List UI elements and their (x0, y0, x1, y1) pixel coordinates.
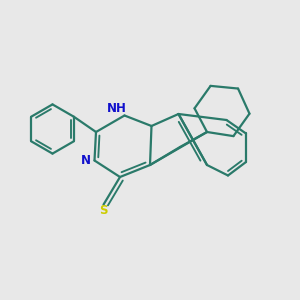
Text: S: S (99, 204, 108, 217)
Text: NH: NH (107, 102, 127, 116)
Text: N: N (81, 154, 91, 167)
